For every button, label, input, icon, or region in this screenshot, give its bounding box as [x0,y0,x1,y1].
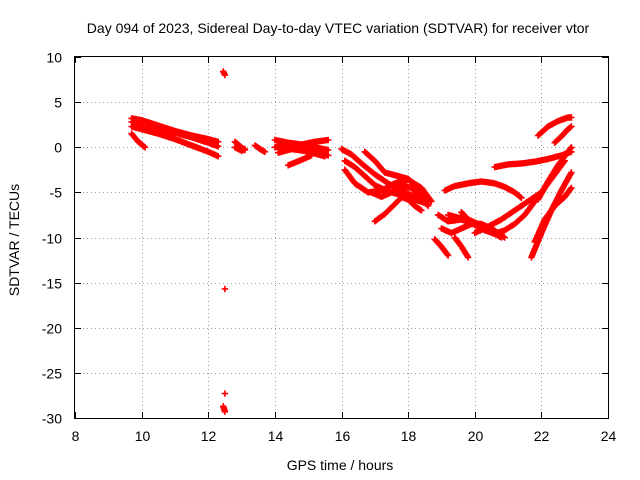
series-arc-20 [361,148,428,201]
y-tick-label: 5 [54,95,62,111]
series-arc-29 [458,157,568,238]
series-arc-05 [220,68,229,79]
data-point-plus-markers [368,182,432,210]
y-tick-label: -10 [42,231,62,247]
x-tick-label: 12 [201,428,217,444]
series-arc-07 [221,390,229,397]
x-tick-label: 8 [72,428,80,444]
x-tick-label: 20 [468,428,484,444]
data-point-plus-markers [220,403,229,415]
series-arc-11 [251,142,269,155]
data-point-plus-markers [534,114,575,139]
x-tick-label: 14 [268,428,284,444]
series-arc-30 [441,178,525,201]
series-arc-31 [471,189,545,237]
data-point-plus-markers [285,152,315,169]
x-axis-label: GPS time / hours [287,457,394,473]
data-point-plus-markers [458,157,568,238]
x-tick-label: 18 [401,428,417,444]
axis-ticks: 8 10 12 14 16 18 20 22 24 10 5 0 -5 -10 -15 -20 -25 -30 [42,50,617,445]
data-point-plus-markers [534,144,575,203]
data-point-plus-markers [551,123,575,146]
y-tick-label: -25 [42,366,62,382]
y-tick-label: -5 [50,185,63,201]
y-axis-label: SDTVAR / TECUs [6,184,22,296]
series-arc-35 [534,144,575,203]
data-point-plus-markers [305,146,332,159]
series-arc-24 [431,236,452,259]
grid [75,57,608,418]
series-arc-03 [128,123,222,160]
y-tick-label: 10 [46,50,62,66]
data-point-plus-markers [221,390,229,397]
data-point-plus-markers [128,130,149,151]
series-arc-10 [231,144,249,155]
y-tick-label: -15 [42,276,62,292]
series-arc-34 [531,184,575,246]
data-point-plus-markers [398,193,425,214]
series-arc-28 [451,234,472,261]
data-point-plus-markers [220,68,229,79]
x-tick-label: 16 [335,428,351,444]
data-point-plus-markers [441,178,525,201]
x-tick-label: 24 [601,428,617,444]
data-point-plus-markers [431,236,452,259]
chart-title: Day 094 of 2023, Sidereal Day-to-day VTE… [87,20,590,36]
data-point-plus-markers [471,189,545,237]
series-arc-02 [128,118,222,150]
y-tick-label: -30 [42,411,62,427]
series-arc-08 [220,403,229,415]
data-point-plus-markers [221,285,229,293]
series-arc-21 [368,182,432,210]
data-point-plus-markers [251,142,269,155]
data-point-plus-markers [128,123,222,160]
series-arc-16 [305,146,332,159]
data-point-plus-markers [361,148,428,201]
data-point-plus-markers [128,118,222,150]
series-arc-36 [534,114,575,139]
x-tick-label: 10 [135,428,151,444]
data-point-plus-markers [231,144,249,155]
series-arc-23 [398,193,425,214]
data-point-plus-markers [531,184,575,246]
y-tick-label: -20 [42,321,62,337]
data-series [128,68,575,415]
series-arc-06 [221,285,229,293]
data-point-plus-markers [451,234,472,261]
series-arc-15 [285,152,315,169]
series-arc-37 [551,123,575,146]
x-tick-label: 22 [534,428,550,444]
y-tick-label: 0 [54,140,62,156]
plot-frame [74,56,609,419]
series-arc-04 [128,130,149,151]
